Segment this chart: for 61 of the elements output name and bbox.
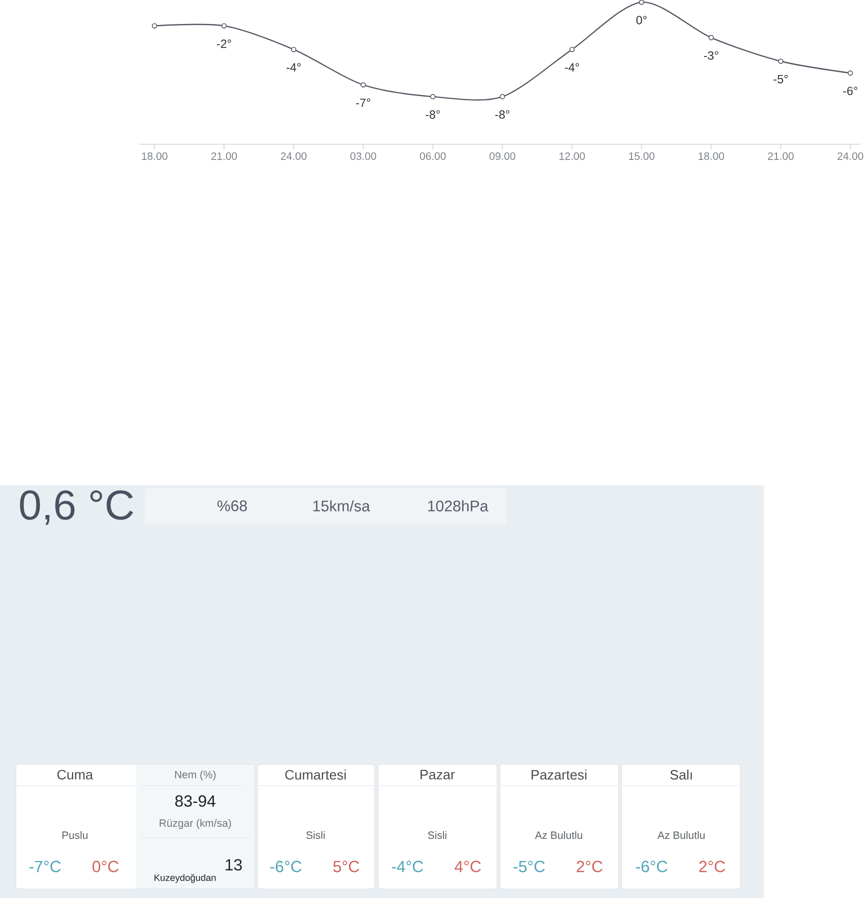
text: 1028hPa (428, 500, 488, 512)
point (290, 46, 296, 52)
x-tick-label: 24.00 (837, 152, 863, 160)
data-label: 0° (636, 16, 646, 24)
data-label: -6° (842, 86, 858, 96)
text: Nem (%) (174, 770, 216, 780)
data-label: -5° (773, 74, 788, 84)
text: Sisli (306, 831, 324, 839)
data-label: -7° (356, 98, 370, 107)
x-tick-label: 18.00 (698, 152, 724, 160)
data-label: -4° (564, 63, 579, 72)
text: -4°C (392, 860, 423, 872)
data-label: -8° (495, 110, 510, 119)
text: 0°C (92, 860, 118, 872)
text: 4°C (454, 860, 481, 872)
point (847, 70, 853, 76)
text: -5°C (513, 860, 545, 872)
text: 5°C (333, 860, 359, 872)
text: -6°C (270, 860, 302, 872)
point (152, 23, 157, 28)
x-tick-label: 12.00 (559, 152, 585, 160)
x-tick-label: 09.00 (489, 152, 516, 160)
text: -7°C (29, 860, 60, 872)
point (360, 82, 366, 88)
text: 0,6 °C (20, 490, 133, 525)
point (500, 94, 505, 100)
point (221, 23, 226, 28)
text: Pazar (420, 770, 455, 780)
x-tick-label: 24.00 (280, 152, 306, 160)
text: Az Bulutlu (534, 831, 582, 839)
text: 83-94 (175, 795, 216, 807)
x-tick-label: 21.00 (768, 152, 794, 160)
text: 13 (226, 859, 242, 871)
data-label: -3° (704, 51, 718, 60)
data-label: -2° (216, 40, 231, 48)
text: Puslu (62, 831, 88, 839)
x-tick-label: 06.00 (420, 152, 446, 160)
text: Kuzeydoğudan (154, 874, 216, 883)
text: 2°C (699, 860, 725, 872)
text: Rüzgar (km/sa) (160, 819, 231, 829)
text: Sisli (428, 831, 446, 839)
text: Salı (670, 770, 692, 780)
text: Az Bulutlu (657, 831, 704, 839)
text: Cumartesi (285, 770, 346, 780)
x-tick-label: 21.00 (211, 152, 237, 160)
x-tick-label: 18.00 (142, 152, 168, 160)
text: 2°C (576, 860, 602, 872)
point (708, 35, 714, 40)
text: %68 (217, 500, 247, 512)
point (430, 94, 436, 100)
text: Cuma (57, 770, 93, 780)
point (638, 0, 644, 5)
x-tick-label: 03.00 (350, 152, 376, 160)
text: 15km/sa (313, 500, 370, 512)
text: -6°C (636, 860, 668, 872)
data-label: -4° (286, 63, 300, 72)
data-label: -8° (425, 110, 440, 119)
text: Pazartesi (531, 770, 586, 780)
point (569, 46, 574, 52)
point (778, 58, 784, 64)
x-tick-label: 15.00 (628, 152, 654, 160)
